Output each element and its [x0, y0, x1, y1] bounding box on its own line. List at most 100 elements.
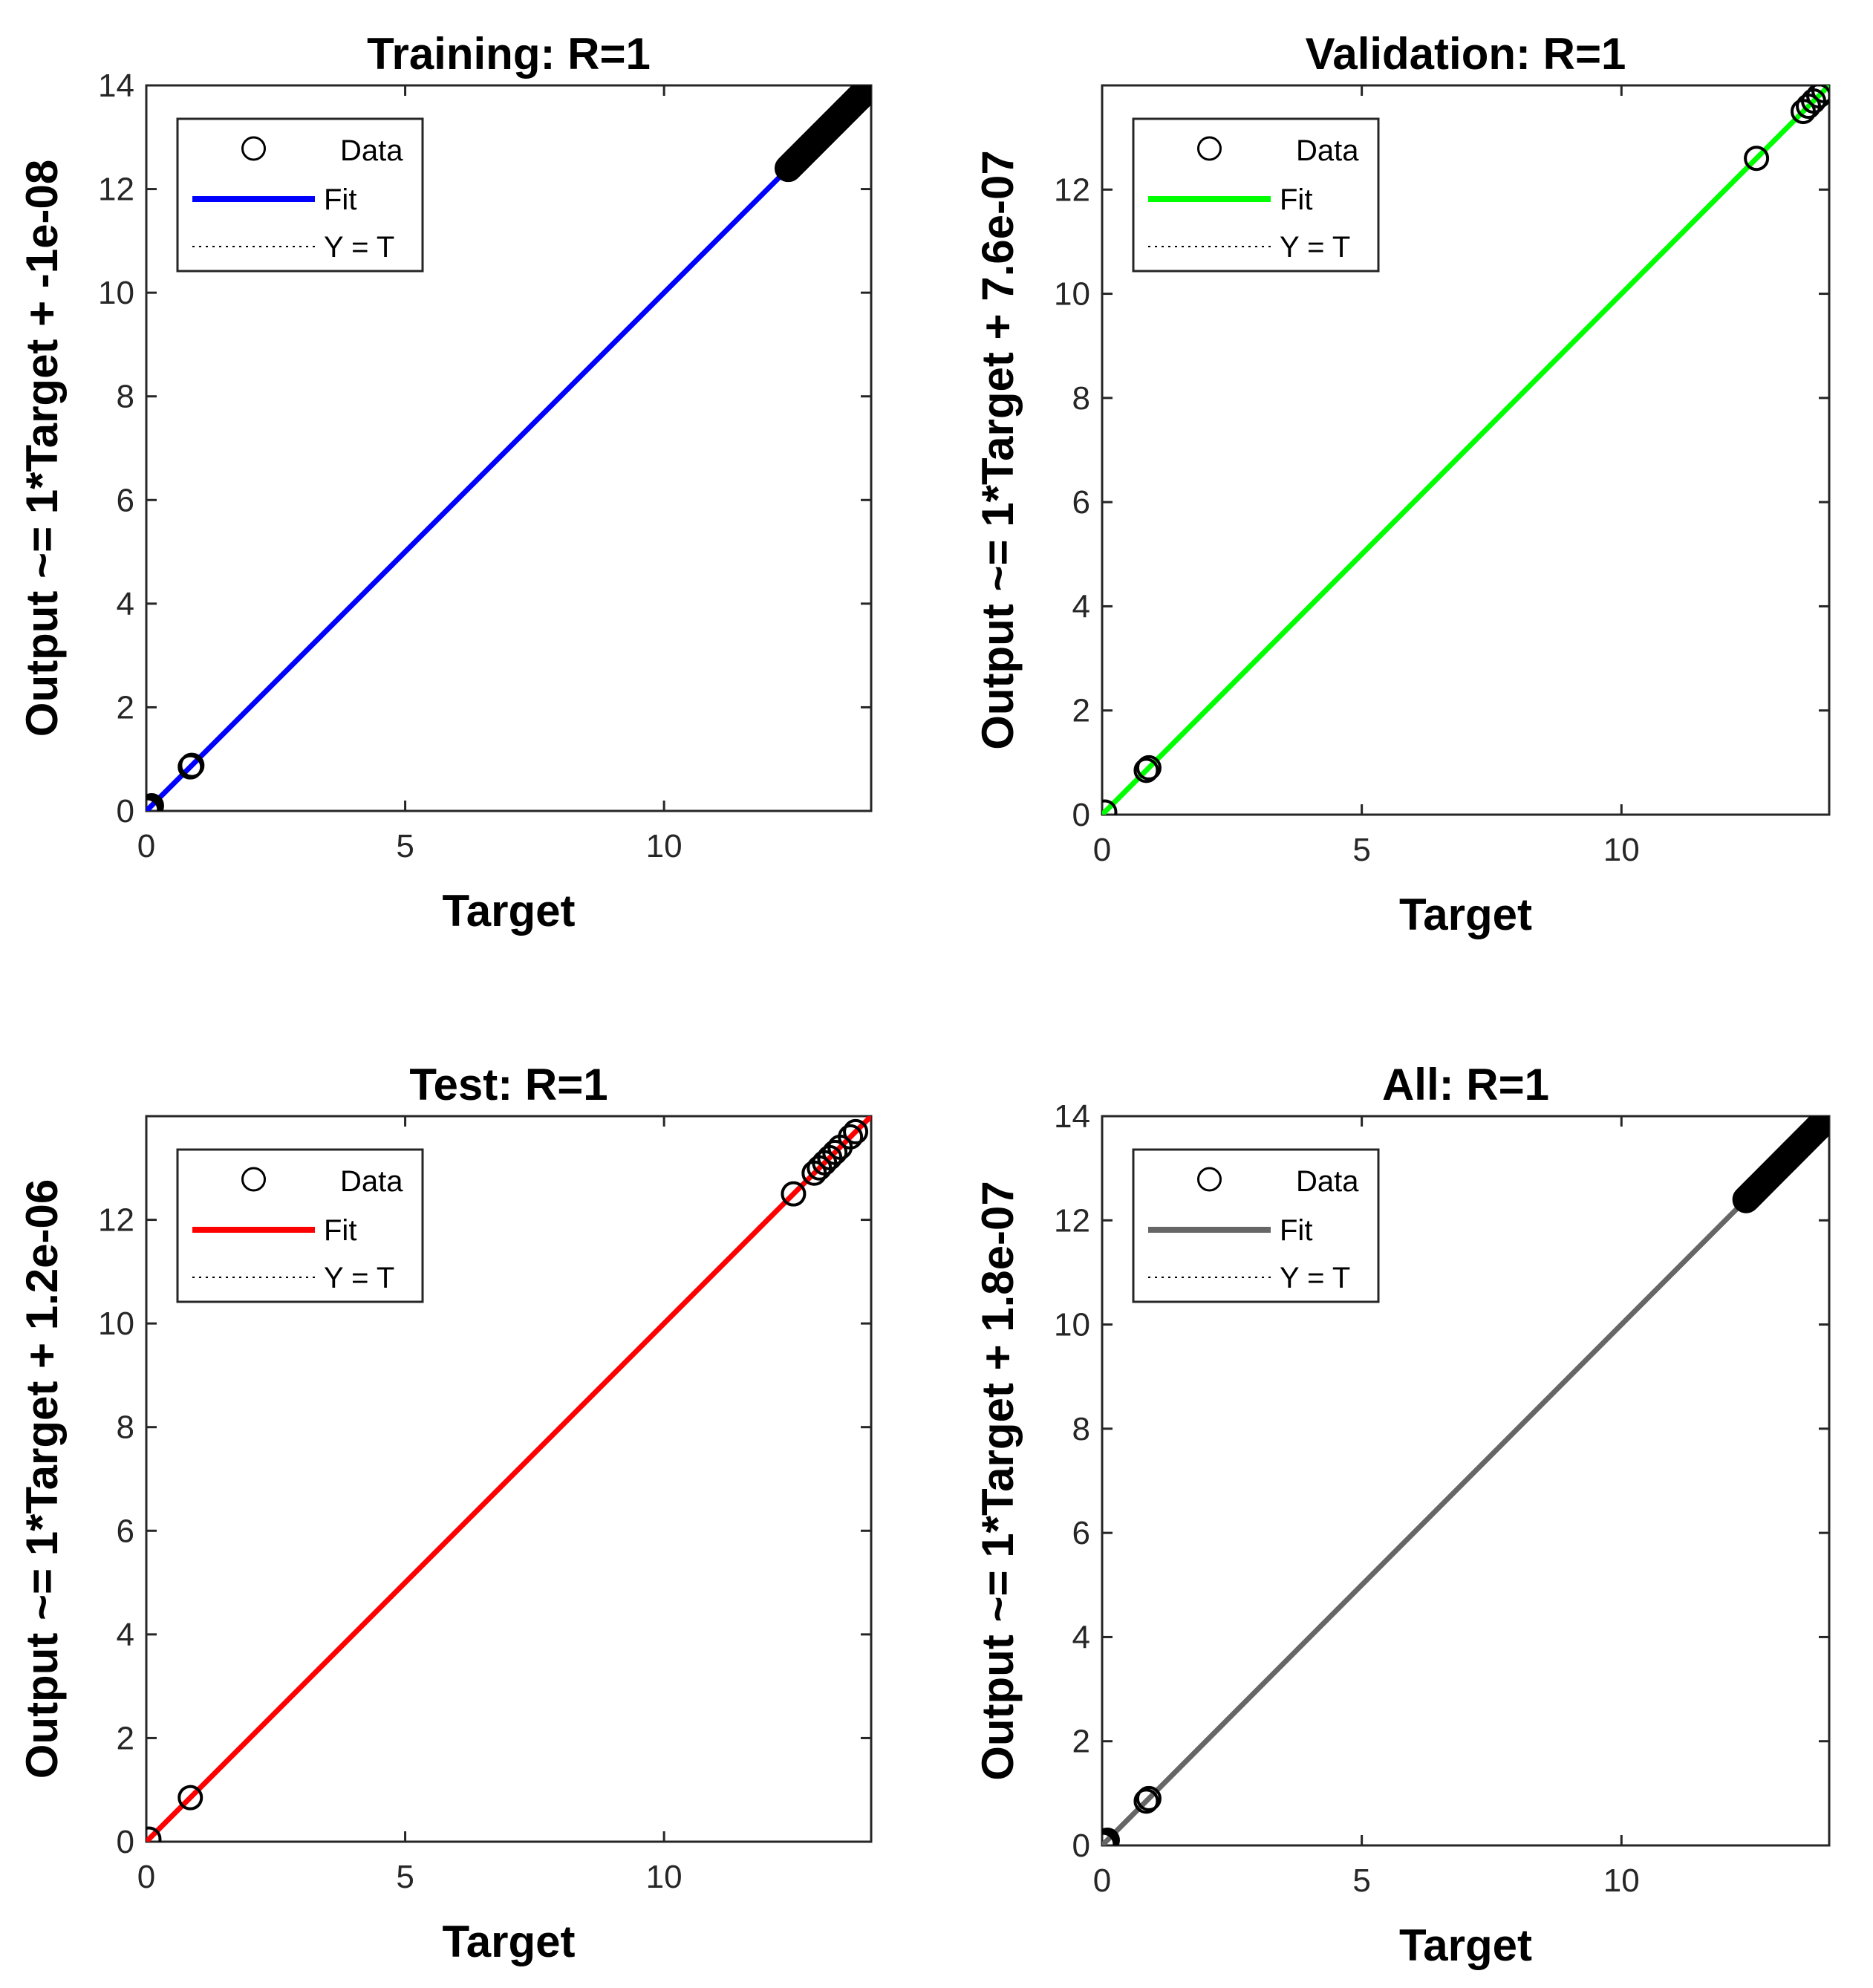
y-tick-label: 4	[1072, 1619, 1090, 1655]
legend-identity-label: Y = T	[324, 1262, 394, 1294]
legend-fit-label: Fit	[324, 183, 356, 216]
legend-identity-label: Y = T	[1280, 231, 1350, 264]
legend-data-marker	[241, 136, 266, 161]
y-tick-label: 10	[98, 1306, 134, 1342]
y-tick-label: 12	[1054, 1202, 1090, 1239]
y-tick-label: 4	[1072, 588, 1090, 625]
y-tick-label: 10	[1054, 1307, 1090, 1343]
legend-box	[1132, 1148, 1380, 1303]
data-point	[1744, 146, 1770, 172]
y-tick-label: 12	[98, 1202, 134, 1239]
y-tick-label: 0	[1072, 797, 1090, 833]
data-point	[1811, 85, 1829, 104]
legend-identity-label: Y = T	[324, 231, 394, 264]
y-tick-label: 14	[1054, 1098, 1090, 1135]
legend-fit-label: Fit	[1280, 1214, 1312, 1247]
data-point	[843, 1118, 869, 1144]
fit-line	[1102, 1116, 1829, 1845]
data-point	[1136, 755, 1162, 780]
legend-data-label: Data	[340, 134, 403, 167]
data-point	[146, 1826, 162, 1842]
legend-data-marker	[1197, 136, 1222, 161]
data-point	[1133, 1788, 1159, 1814]
y-tick-label: 4	[117, 586, 134, 622]
panel-test: 0 5 10 0 2 4 6 8 10 12 Test: R=1 Target Output ~= 1*…	[17, 1060, 873, 1966]
data-point	[146, 793, 164, 811]
y-tick-label: 8	[1072, 1411, 1090, 1447]
data-point	[1102, 1827, 1120, 1845]
fit-line	[146, 1116, 871, 1842]
legend-box	[1132, 117, 1380, 273]
y-tick-label: 10	[98, 275, 134, 311]
legend-data-label: Data	[1296, 134, 1359, 167]
x-tick-label: 5	[1352, 1862, 1370, 1899]
x-tick-label: 0	[137, 1859, 155, 1895]
y-tick-label: 2	[117, 1720, 134, 1756]
legend: Data Fit Y = T	[1132, 117, 1380, 273]
y-tick-label: 8	[117, 379, 134, 415]
data-point	[177, 1785, 203, 1811]
legend-data-label: Data	[1296, 1165, 1359, 1198]
legend-fit-label: Fit	[1280, 183, 1312, 216]
y-tick-label: 6	[1072, 484, 1090, 521]
panel-training: 0 5 10 0 2 4 6 8 10 12 14 Training: R=1 Target Output…	[17, 29, 873, 936]
y-tick-label: 2	[1072, 1724, 1090, 1760]
legend-fit-label: Fit	[324, 1214, 356, 1247]
data-point	[179, 752, 205, 778]
legend-data-label: Data	[340, 1165, 403, 1198]
data-point	[1102, 1831, 1116, 1845]
y-tick-label: 6	[1072, 1515, 1090, 1551]
y-axis-label: Output ~= 1*Target + -1e-08	[17, 160, 67, 737]
y-tick-label: 2	[117, 689, 134, 726]
legend-data-marker	[241, 1167, 266, 1192]
y-tick-label: 8	[1072, 380, 1090, 417]
y-tick-label: 0	[117, 793, 134, 830]
x-tick-label: 5	[396, 828, 414, 864]
legend-box	[176, 1148, 424, 1303]
x-tick-label: 0	[137, 828, 155, 864]
x-tick-label: 10	[646, 1859, 683, 1895]
panel-title: Training: R=1	[367, 29, 651, 79]
plot-area	[1102, 1116, 1829, 1845]
y-tick-label: 8	[117, 1409, 134, 1446]
y-tick-label: 12	[98, 172, 134, 208]
legend-identity-label: Y = T	[1280, 1262, 1350, 1294]
x-axis-label: Target	[1399, 1920, 1532, 1970]
x-tick-label: 10	[1603, 1862, 1640, 1899]
x-tick-label: 10	[1603, 832, 1640, 868]
data-point	[146, 797, 160, 811]
data-point	[822, 1139, 848, 1165]
y-tick-label: 6	[117, 1513, 134, 1549]
panel-title: Test: R=1	[409, 1060, 607, 1109]
x-axis-label: Target	[443, 1917, 576, 1966]
panel-title: All: R=1	[1382, 1060, 1549, 1109]
legend-data-marker	[1197, 1167, 1222, 1192]
data-point	[838, 1124, 864, 1150]
legend: Data Fit Y = T	[176, 1148, 424, 1303]
legend-box	[176, 117, 424, 273]
data-point	[1102, 1829, 1118, 1845]
panel-validation: 0 5 10 0 2 4 6 8 10 12 Validation: R=1 Target Output…	[973, 29, 1831, 939]
y-tick-label: 10	[1054, 276, 1090, 313]
x-tick-label: 5	[396, 1859, 414, 1895]
data-point	[1136, 1785, 1162, 1811]
plot-area	[1102, 85, 1829, 815]
y-tick-label: 2	[1072, 693, 1090, 729]
x-axis-label: Target	[1399, 890, 1532, 939]
fit-line	[146, 85, 871, 811]
y-tick-label: 6	[117, 482, 134, 518]
fit-line	[1102, 85, 1829, 815]
data-point	[1806, 85, 1829, 109]
x-tick-label: 5	[1352, 832, 1370, 868]
y-tick-label: 0	[117, 1824, 134, 1860]
plot-area	[146, 85, 871, 811]
data-point	[146, 795, 163, 811]
plot-area	[146, 1116, 871, 1842]
panel-all: 0 5 10 0 2 4 6 8 10 12 14 All: R=1 Target Output ~= 1…	[973, 1060, 1831, 1970]
y-tick-label: 4	[117, 1617, 134, 1653]
data-point	[1133, 757, 1159, 783]
y-tick-label: 0	[1072, 1828, 1090, 1864]
legend: Data Fit Y = T	[176, 117, 424, 273]
x-tick-label: 0	[1093, 832, 1111, 868]
